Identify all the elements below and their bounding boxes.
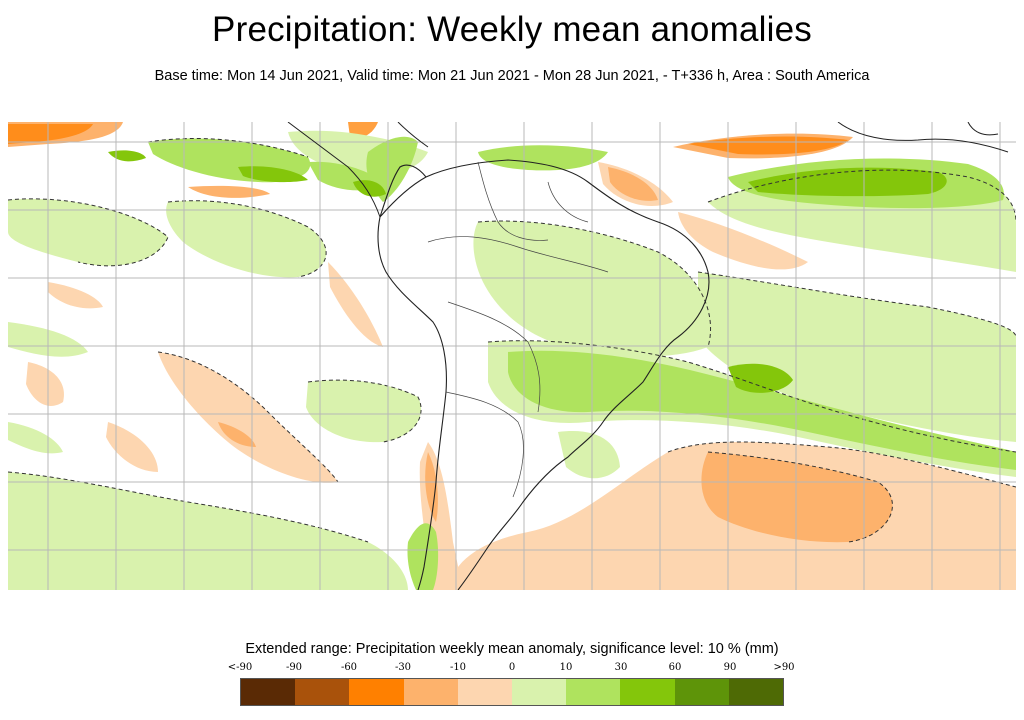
legend-title: Extended range: Precipitation weekly mea…	[245, 641, 779, 657]
legend-swatch	[295, 679, 350, 705]
legend-tick-label: -30	[394, 662, 412, 673]
central-america-outline	[287, 122, 1009, 218]
legend-swatch	[241, 679, 296, 705]
legend-tick-label: -60	[340, 662, 358, 673]
precipitation-anomaly-map	[8, 122, 1016, 590]
map-subtitle: Base time: Mon 14 Jun 2021, Valid time: …	[154, 68, 870, 84]
legend-tick-label: 90	[723, 662, 737, 673]
legend-tick-label: -10	[449, 662, 467, 673]
legend-tick-label: <-90	[227, 662, 253, 673]
legend-tick-labels: <-90 -90 -60 -30 -10 0 10 30 60 90 >90	[0, 662, 1024, 676]
significance-contours	[8, 138, 1016, 543]
legend-swatch	[620, 679, 675, 705]
legend-tick-label: -90	[285, 662, 303, 673]
legend-swatch	[349, 679, 404, 705]
legend-swatch	[512, 679, 567, 705]
graticule-lines	[8, 122, 1016, 590]
legend-tick-label: 10	[559, 662, 573, 673]
legend-swatch	[457, 679, 513, 705]
legend-tick-label: >90	[773, 662, 795, 673]
legend-colorbar	[240, 678, 784, 706]
legend-tick-label: 60	[668, 662, 682, 673]
strong-dry-areas	[8, 122, 848, 155]
legend-tick-label: 30	[614, 662, 628, 673]
legend-swatch	[674, 679, 729, 705]
strong-wet-areas	[108, 150, 947, 393]
legend-tick-label: 0	[508, 662, 516, 673]
legend-swatch	[403, 679, 458, 705]
map-title: Precipitation: Weekly mean anomalies	[212, 10, 812, 49]
legend-swatch	[566, 679, 621, 705]
country-borders	[427, 161, 609, 498]
legend-swatch	[728, 679, 784, 705]
